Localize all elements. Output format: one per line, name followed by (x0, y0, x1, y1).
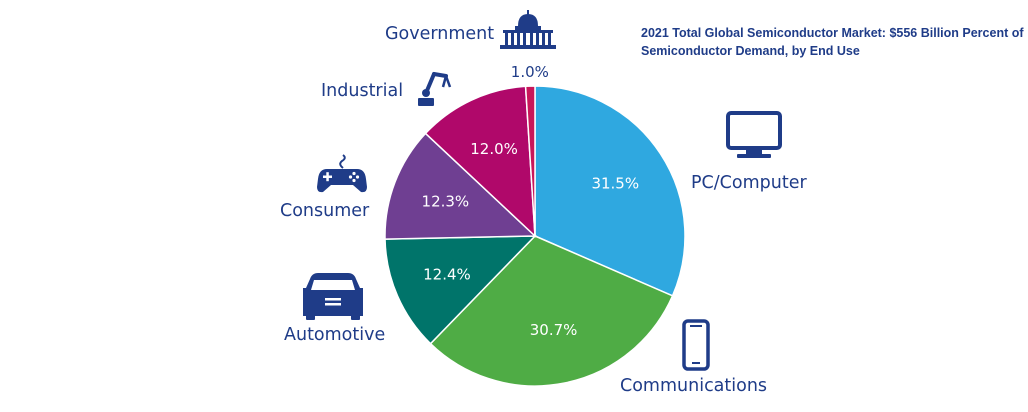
value-label-industrial: 12.0% (470, 140, 518, 158)
pie-value-labels: 31.5% 30.7% 12.4% 12.3% 12.0% 1.0% (422, 63, 640, 339)
value-label-communications: 30.7% (530, 321, 578, 339)
category-label-communications: Communications (620, 376, 767, 396)
gamepad-icon (317, 154, 367, 193)
category-label-automotive: Automotive (284, 325, 385, 345)
smartphone-icon (682, 319, 710, 371)
car-icon (303, 273, 363, 320)
value-label-pc-computer: 31.5% (591, 174, 639, 192)
category-label-pc-computer: PC/Computer (691, 173, 807, 193)
pie-slice-pc-computer (534, 85, 686, 297)
pie-slices (384, 85, 686, 387)
capitol-building-icon (500, 10, 556, 49)
computer-monitor-icon (726, 111, 782, 158)
value-label-automotive: 12.4% (423, 265, 471, 283)
pie-slice-industrial (424, 85, 536, 238)
value-label-consumer: 12.3% (422, 193, 470, 211)
pie-slice-automotive (384, 235, 537, 345)
category-label-industrial: Industrial (321, 81, 403, 101)
pie-slice-communications (429, 235, 674, 387)
category-label-government: Government (385, 24, 494, 44)
robot-arm-icon (418, 72, 452, 106)
value-label-government: 1.0% (511, 63, 549, 81)
pie-slice-consumer (384, 132, 537, 240)
pie-slice-government (524, 85, 536, 237)
chart-title: 2021 Total Global Semiconductor Market: … (641, 26, 1024, 58)
category-label-consumer: Consumer (280, 201, 370, 221)
